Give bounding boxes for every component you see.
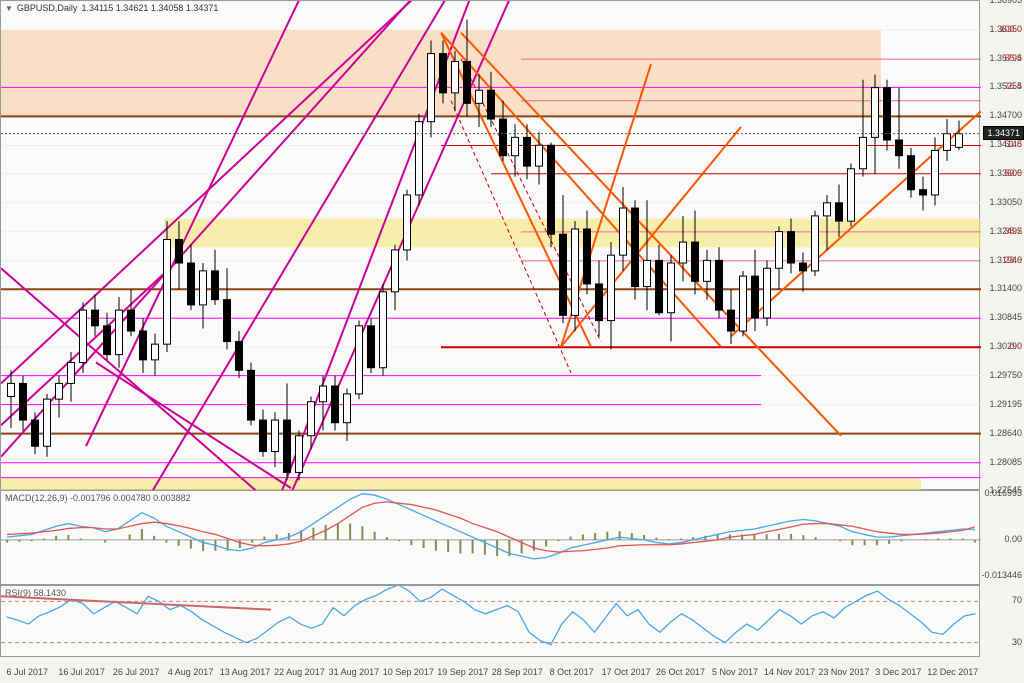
rsi-label: RSI(9) 58.1430 [5,588,66,598]
rsi-y-axis: 3070 [980,585,1024,657]
date-x-axis: 6 Jul 201716 Jul 201726 Jul 20174 Aug 20… [0,657,980,683]
price-chart[interactable]: ▼ GBPUSD,Daily 1.34115 1.34621 1.34058 1… [0,0,980,490]
price-y-axis: 1.275451.280851.286401.291951.297501.302… [980,0,1024,490]
macd-y-axis: -0.0134460.000.016993 [980,490,1024,585]
main-chart-svg [1,1,981,491]
rsi-svg [1,586,981,658]
rsi-panel[interactable]: RSI(9) 58.1430 [0,585,980,657]
symbol-text: GBPUSD,Daily [17,3,78,13]
dropdown-icon[interactable]: ▼ [5,4,13,13]
macd-svg [1,491,981,586]
macd-panel[interactable]: MACD(12,26,9) -0.001796 0.004780 0.00388… [0,490,980,585]
symbol-title[interactable]: ▼ GBPUSD,Daily 1.34115 1.34621 1.34058 1… [5,3,218,13]
ohlc-text: 1.34115 1.34621 1.34058 1.34371 [81,3,218,13]
macd-label: MACD(12,26,9) -0.001796 0.004780 0.00388… [5,493,191,503]
